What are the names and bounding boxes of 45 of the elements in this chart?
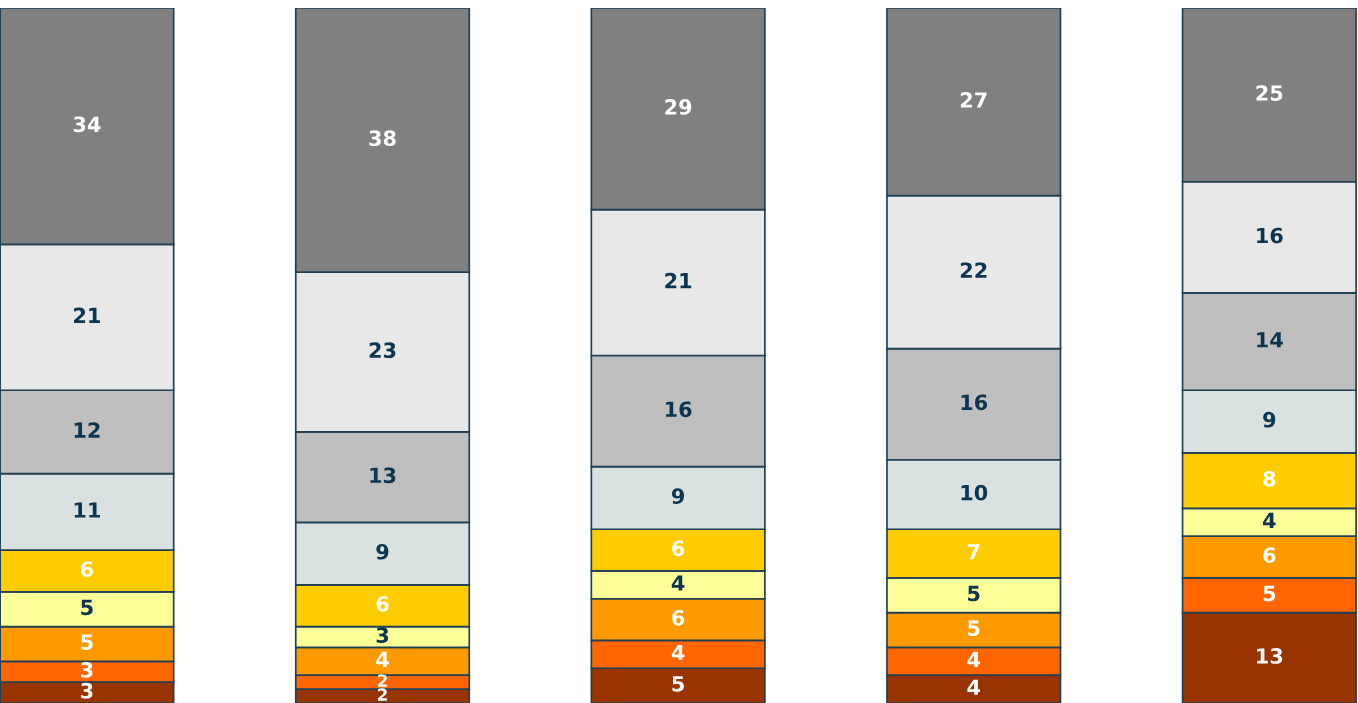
data-label: 27 xyxy=(960,92,987,108)
data-label: 21 xyxy=(74,307,100,324)
data-label: 6 xyxy=(1263,547,1276,564)
data-label: 5 xyxy=(1263,585,1276,602)
data-label: 16 xyxy=(1257,227,1283,244)
data-label: 5 xyxy=(968,620,980,637)
data-label: 16 xyxy=(665,401,692,418)
data-label: 10 xyxy=(961,484,988,501)
data-label: 2 xyxy=(378,688,387,701)
data-label: 9 xyxy=(376,543,389,560)
data-label: 4 xyxy=(1263,512,1276,529)
data-label: 7 xyxy=(967,544,980,560)
data-label: 23 xyxy=(369,342,396,359)
data-label: 9 xyxy=(671,488,685,505)
data-label: 11 xyxy=(74,502,100,518)
data-label: 6 xyxy=(672,609,685,626)
data-label: 34 xyxy=(73,116,101,133)
data-label: 5 xyxy=(81,634,93,650)
data-label: 4 xyxy=(671,575,685,591)
data-label: 29 xyxy=(665,99,692,115)
data-label: 4 xyxy=(967,679,981,695)
data-label: 12 xyxy=(74,422,100,438)
data-label: 2 xyxy=(378,674,387,687)
data-label: 22 xyxy=(960,262,987,278)
data-label: 4 xyxy=(376,651,389,668)
data-label: 13 xyxy=(1257,648,1283,664)
data-label: 3 xyxy=(81,662,93,678)
data-label: 3 xyxy=(376,627,389,644)
data-label: 21 xyxy=(665,272,692,289)
data-label: 13 xyxy=(370,467,396,484)
data-label: 8 xyxy=(1263,470,1276,487)
data-label: 6 xyxy=(80,561,94,577)
data-label: 6 xyxy=(376,596,389,612)
data-label: 38 xyxy=(369,130,396,147)
data-label: 4 xyxy=(671,644,685,661)
data-label: 5 xyxy=(672,676,684,692)
data-label: 4 xyxy=(967,651,981,668)
data-label: 9 xyxy=(1263,411,1276,428)
data-label: 6 xyxy=(672,540,685,557)
data-label: 5 xyxy=(968,585,980,602)
data-label: 3 xyxy=(81,682,93,699)
data-label: 16 xyxy=(961,394,988,411)
data-label: 25 xyxy=(1256,85,1283,101)
data-label: 14 xyxy=(1257,332,1283,348)
data-label: 5 xyxy=(81,599,93,616)
